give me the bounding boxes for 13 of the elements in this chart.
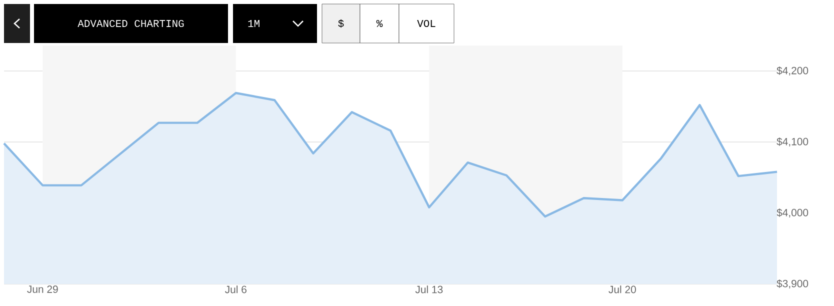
text: VOL — [417, 20, 436, 28]
y-tick-label: $3,900 — [776, 279, 808, 289]
text: ADVANCED CHARTING — [78, 20, 184, 28]
y-tick-label: $4,200 — [776, 66, 808, 76]
y-tick-label: $4,100 — [776, 137, 808, 147]
x-tick-label: Jul 6 — [225, 286, 246, 294]
text: $ — [338, 19, 344, 28]
text: % — [376, 20, 383, 28]
x-tick-label: Jul 20 — [608, 286, 636, 294]
x-tick-label: Jun 29 — [27, 286, 58, 293]
text: 1M — [248, 20, 260, 27]
x-tick-label: Jul 13 — [415, 286, 443, 294]
y-tick-label: $4,000 — [776, 208, 808, 218]
